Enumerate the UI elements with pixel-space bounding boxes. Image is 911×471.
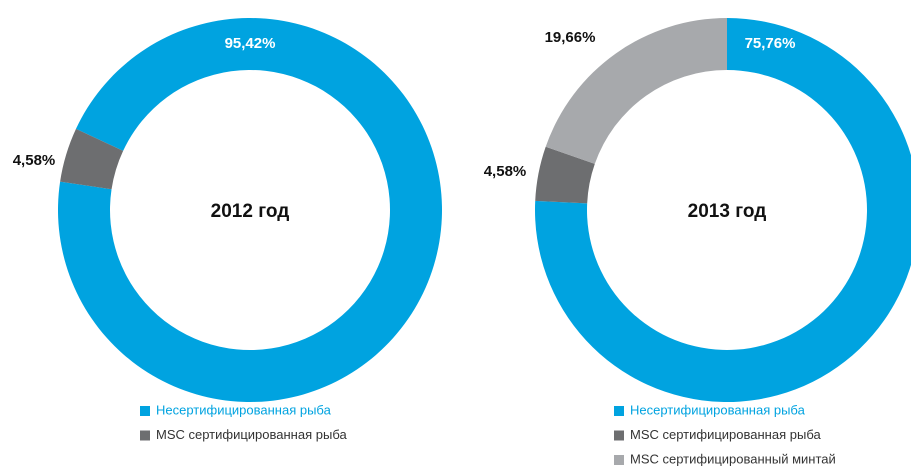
data-label: 95,42% (225, 35, 276, 52)
legend-swatch (614, 430, 624, 441)
legend-label: MSC сертифицированный минтай (630, 451, 836, 466)
donut-segment (545, 18, 727, 164)
donut-segment (535, 146, 595, 204)
legend-label: Несертифицированная рыба (156, 402, 332, 417)
chart-title: 2012 год (211, 201, 290, 222)
legend-swatch (614, 455, 624, 465)
donut-segment (60, 128, 124, 190)
legend-label: MSC сертифицированная рыба (630, 427, 821, 442)
legend-label: Несертифицированная рыба (630, 402, 806, 417)
legend-swatch (614, 406, 624, 416)
legend-label: MSC сертифицированная рыба (156, 427, 347, 442)
chart-title: 2013 год (688, 201, 767, 222)
data-label: 75,76% (745, 35, 796, 52)
data-label: 4,58% (484, 163, 527, 180)
legend-swatch (140, 406, 150, 416)
data-label: 4,58% (13, 152, 56, 169)
data-label: 19,66% (545, 29, 596, 46)
legend-swatch (140, 430, 150, 441)
